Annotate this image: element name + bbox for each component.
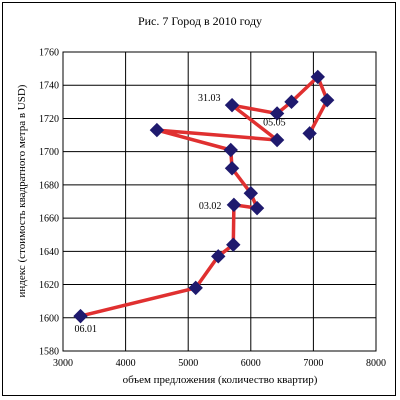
y-tick-label: 1680 bbox=[39, 180, 59, 191]
data-point-marker bbox=[284, 94, 299, 110]
date-annotation: 05.05 bbox=[263, 117, 286, 128]
date-annotation: 03.02 bbox=[199, 201, 222, 212]
y-tick-label: 1620 bbox=[39, 280, 59, 291]
data-point-marker bbox=[224, 97, 240, 113]
x-tick-label: 4000 bbox=[116, 358, 136, 369]
y-tick-label: 1600 bbox=[39, 313, 59, 324]
y-tick-label: 1580 bbox=[39, 347, 59, 358]
data-point-marker bbox=[310, 69, 325, 85]
y-tick-label: 1720 bbox=[39, 114, 59, 125]
chart-frame bbox=[2, 2, 396, 396]
chart-title: Рис. 7 Город в 2010 году bbox=[137, 14, 263, 28]
y-tick-label: 1700 bbox=[39, 147, 59, 158]
y-tick-label: 1740 bbox=[39, 81, 59, 92]
x-axis-label: объем предложения (количество квартир) bbox=[122, 374, 318, 386]
y-tick-label: 1640 bbox=[39, 247, 59, 258]
x-tick-label: 5000 bbox=[178, 358, 198, 369]
x-tick-label: 3000 bbox=[53, 358, 73, 369]
data-point-marker bbox=[188, 280, 203, 296]
data-point-marker bbox=[73, 308, 88, 324]
y-tick-label: 1660 bbox=[39, 214, 59, 225]
data-point-marker bbox=[269, 106, 285, 121]
data-point-marker bbox=[319, 92, 335, 108]
data-point-marker bbox=[243, 185, 259, 201]
series-line bbox=[80, 75, 329, 318]
date-annotation: 06.01 bbox=[75, 324, 98, 335]
data-point-marker bbox=[226, 237, 241, 252]
y-tick-label: 1760 bbox=[39, 48, 59, 59]
data-point-marker bbox=[269, 132, 285, 148]
x-tick-label: 6000 bbox=[241, 358, 261, 369]
data-point-marker bbox=[302, 126, 317, 141]
data-point-marker bbox=[211, 249, 226, 264]
data-point-marker bbox=[149, 122, 165, 138]
data-point-marker bbox=[223, 142, 238, 158]
data-point-marker bbox=[226, 197, 242, 213]
x-tick-label: 8000 bbox=[366, 358, 386, 369]
plot-area-border bbox=[62, 51, 377, 352]
data-point-marker bbox=[249, 200, 265, 216]
date-annotation: 31.03 bbox=[198, 93, 221, 104]
data-point-marker bbox=[224, 161, 240, 176]
x-tick-label: 7000 bbox=[303, 358, 323, 369]
